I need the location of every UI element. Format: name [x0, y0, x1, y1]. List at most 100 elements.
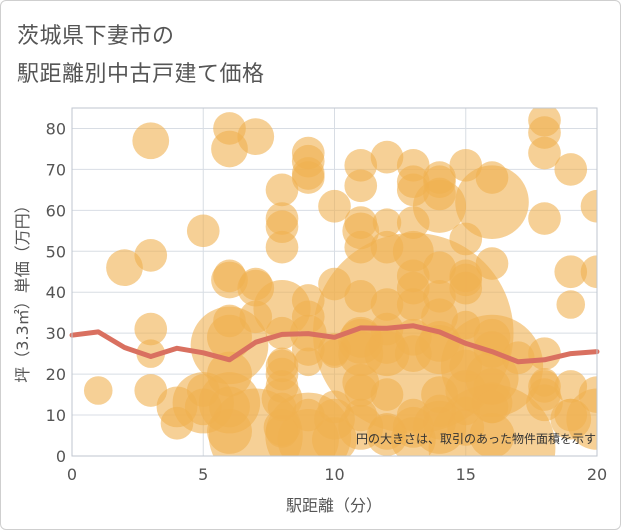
bubble-point — [291, 300, 325, 334]
bubble-point — [267, 347, 297, 377]
bubble-point — [368, 413, 406, 450]
bubble-point — [134, 374, 168, 407]
y-tick-label: 50 — [46, 242, 66, 261]
bubble-point — [475, 161, 509, 194]
bubble-point — [451, 310, 481, 340]
bubble-point — [528, 136, 561, 170]
bubble-point — [267, 392, 297, 422]
bubble-point — [528, 202, 561, 235]
size-annotation: 円の大きさは、取引のあった物件面積を示す — [356, 431, 596, 446]
bubble-point — [423, 406, 456, 440]
bubble-point — [160, 406, 194, 440]
y-tick-label: 80 — [46, 119, 66, 138]
y-tick-label: 70 — [46, 160, 66, 179]
bubble-point — [580, 255, 597, 289]
trend-line-layer — [69, 323, 600, 365]
bubble-point — [291, 161, 325, 194]
bubble-point — [372, 208, 402, 237]
bubble-point — [475, 247, 509, 280]
chart-title-line1: 茨城県下妻市の — [17, 24, 175, 49]
bubble-point — [396, 206, 430, 239]
bubble-point — [318, 189, 351, 223]
bubble-point — [136, 339, 166, 368]
bubble-point — [392, 230, 434, 272]
bubble-point — [344, 398, 378, 432]
bubble-point — [396, 173, 430, 207]
bubble-point — [455, 165, 529, 239]
bubble-point — [528, 337, 561, 370]
bubble-point — [449, 148, 483, 182]
bubble-point — [134, 239, 168, 272]
bubble-layer — [83, 108, 597, 456]
bubble-point — [554, 398, 588, 432]
bubble-point — [370, 140, 404, 174]
bubble-point — [239, 300, 273, 334]
bubble-point — [554, 153, 588, 186]
bubble-point — [293, 347, 323, 377]
bubble-point — [449, 271, 483, 305]
bubble-point — [556, 290, 586, 319]
x-tick-label: 20 — [587, 465, 607, 484]
y-tick-label: 30 — [46, 324, 66, 343]
x-tick-label: 0 — [67, 465, 77, 484]
x-tick-label: 15 — [456, 465, 476, 484]
bubble-point — [318, 390, 351, 424]
bubble-point — [449, 222, 483, 256]
trend-line — [69, 323, 600, 365]
bubble-point — [265, 415, 299, 448]
y-tick-label: 60 — [46, 201, 66, 220]
bubble-point — [209, 386, 250, 428]
bubble-point — [83, 376, 113, 405]
bubble-point — [451, 396, 481, 426]
plot-border — [71, 107, 598, 457]
bubble-point — [134, 312, 168, 346]
bubble-point — [213, 112, 246, 145]
bubble-point — [106, 249, 143, 287]
y-tick-label: 20 — [46, 365, 66, 384]
bubble-point — [344, 206, 378, 239]
bubble-point — [344, 230, 378, 264]
tick-labels: 0 5 10 15 20 0 10 20 30 40 50 60 70 80 — [46, 119, 608, 484]
bubble-point — [237, 118, 275, 156]
y-axis-label: 坪（3.3㎡）単価（万円） — [13, 197, 32, 382]
bubble-point — [396, 398, 430, 432]
bubble-point — [213, 259, 246, 293]
bubble-point — [344, 280, 378, 313]
chart-title-line2: 駅距離別中古戸建て価格 — [17, 62, 265, 87]
bubble-point — [344, 374, 378, 407]
bubble-point — [501, 341, 535, 375]
bubble-point — [370, 288, 404, 321]
bubble-point — [530, 368, 559, 397]
bubble-point — [370, 378, 404, 411]
bubble-point — [291, 398, 325, 432]
bubble-point — [186, 214, 220, 248]
bubble-point — [423, 251, 456, 284]
bubble-point — [554, 255, 588, 289]
y-tick-label: 40 — [46, 283, 66, 302]
bubble-point — [423, 177, 456, 211]
bubble-point — [394, 335, 432, 373]
bubble-point — [213, 304, 246, 338]
x-axis-label: 駅距離（分） — [286, 496, 382, 515]
bubble-point — [423, 280, 456, 313]
bubble-point — [370, 230, 404, 264]
bubble-point — [132, 122, 170, 160]
bubble-point — [265, 370, 299, 403]
x-tick-label: 10 — [324, 465, 344, 484]
bubble-point — [475, 390, 509, 424]
bubble-point — [580, 189, 597, 223]
bubble-point — [239, 267, 273, 301]
bubble-point — [265, 230, 299, 264]
bubble-point — [396, 288, 430, 321]
bubble-point — [318, 267, 351, 301]
bubble-point — [344, 169, 378, 203]
x-tick-label: 5 — [198, 465, 208, 484]
bubble-point — [449, 349, 483, 383]
bubble-point — [554, 370, 588, 403]
bubble-point — [265, 173, 299, 207]
bubble-point — [320, 339, 349, 368]
bubble-point — [186, 374, 220, 407]
y-tick-label: 0 — [56, 447, 66, 466]
y-tick-label: 10 — [46, 406, 66, 425]
